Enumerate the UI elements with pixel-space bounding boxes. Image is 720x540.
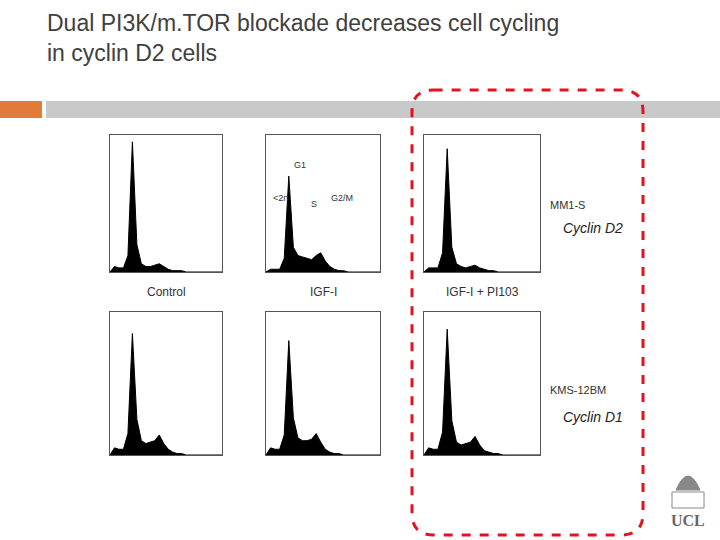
- svg-text:G1: G1: [294, 160, 306, 170]
- svg-text:Cyclin D1: Cyclin D1: [563, 409, 623, 425]
- svg-text:MM1-S: MM1-S: [550, 199, 585, 211]
- svg-text:Cyclin D2: Cyclin D2: [563, 220, 623, 236]
- svg-text:S: S: [311, 199, 317, 209]
- svg-text:Control: Control: [147, 285, 186, 299]
- svg-text:<2n: <2n: [273, 193, 288, 203]
- svg-text:IGF-I + PI103: IGF-I + PI103: [446, 285, 519, 299]
- svg-text:IGF-I: IGF-I: [310, 285, 337, 299]
- svg-text:Dual PI3K/m.TOR blockade decre: Dual PI3K/m.TOR blockade decreases cell …: [47, 10, 559, 66]
- svg-text:G2/M: G2/M: [331, 193, 353, 203]
- svg-text:UCL: UCL: [671, 512, 705, 529]
- svg-text:KMS-12BM: KMS-12BM: [550, 384, 606, 396]
